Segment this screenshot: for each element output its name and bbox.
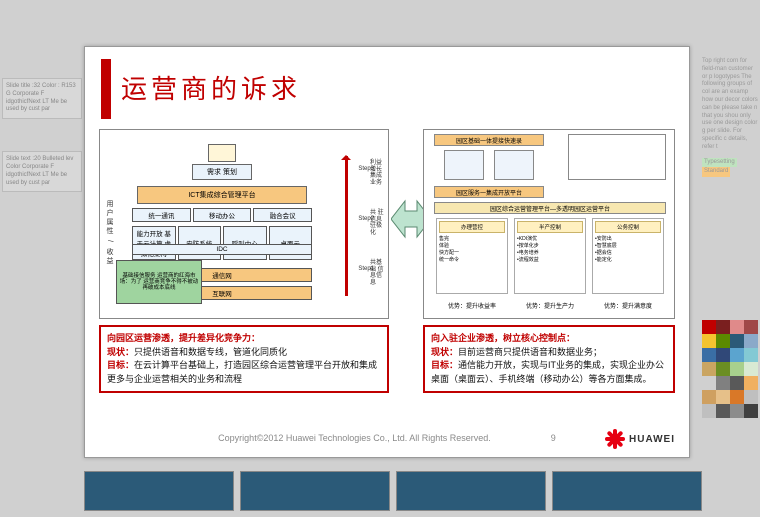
step-side-text: 共基础 信息信息 xyxy=(370,260,386,286)
pyramid-cell: 统一通讯 xyxy=(132,208,191,222)
platform-bar xyxy=(494,150,534,180)
guide-note-2: Slide text :20 Bulleted lev Color Corpor… xyxy=(2,151,82,192)
platform-diagram: 园区基础一体提接快速录园区服务一集成开放平台园区综合运营管理平台—多透明园区运营… xyxy=(423,129,675,319)
color-swatch[interactable] xyxy=(744,362,758,376)
color-swatch[interactable] xyxy=(744,348,758,362)
platform-bar: 园区综合运营管理平台—多透明园区运营平台 xyxy=(434,202,666,214)
guide-note-1: Slide title :32 Color : R153 G Corporate… xyxy=(2,78,82,119)
color-swatch[interactable] xyxy=(730,376,744,390)
pyramid-layer: 需求 策划 xyxy=(192,164,252,180)
slide-footer: Copyright©2012 Huawei Technologies Co., … xyxy=(85,425,689,451)
pyramid-diagram: 用户属性 / 收益 需求 策划ICT集成综合管理平台统一通讯移动办公融合会议能力… xyxy=(99,129,389,319)
step-arrow xyxy=(342,156,352,296)
color-swatch[interactable] xyxy=(716,376,730,390)
platform-bar: 园区基础一体提接快速录 xyxy=(434,134,544,146)
step-side-text: 共 驻信息 驻极化 xyxy=(370,210,386,236)
pyramid-cell: 融合会议 xyxy=(253,208,312,222)
left-column: 用户属性 / 收益 需求 策划ICT集成综合管理平台统一通讯移动办公融合会议能力… xyxy=(99,129,389,393)
slide-thumb[interactable] xyxy=(396,471,546,511)
color-swatch[interactable] xyxy=(744,320,758,334)
chip-standard: Standard xyxy=(702,167,730,177)
color-swatch[interactable] xyxy=(730,334,744,348)
color-swatch[interactable] xyxy=(716,320,730,334)
guide-text: Top right corn for field-man customer or… xyxy=(702,58,758,152)
pyramid-layer: ICT集成综合管理平台 xyxy=(137,186,307,204)
slide-thumb[interactable] xyxy=(84,471,234,511)
color-swatch[interactable] xyxy=(702,390,716,404)
huawei-logo-text: HUAWEI xyxy=(629,434,675,445)
color-swatch[interactable] xyxy=(716,334,730,348)
right-guide: Top right corn for field-man customer or… xyxy=(702,58,758,177)
platform-bar xyxy=(444,150,484,180)
color-swatch[interactable] xyxy=(744,334,758,348)
color-swatch[interactable] xyxy=(716,390,730,404)
thumbnail-strip xyxy=(84,471,702,511)
pyramid-layer xyxy=(208,144,236,162)
platform-col-foot: 优势：提升生产力 xyxy=(514,298,586,312)
chip-typesetting: Typesetting xyxy=(702,158,737,168)
callout-right: 向入驻企业渗透，树立核心控制点： 现状：目前运营商只提供语音和数据业务； 目标：… xyxy=(423,325,675,393)
color-swatch[interactable] xyxy=(702,348,716,362)
platform-col-foot: 优势：提升满意度 xyxy=(592,298,664,312)
color-swatch[interactable] xyxy=(730,404,744,418)
color-swatch[interactable] xyxy=(744,376,758,390)
color-swatch[interactable] xyxy=(702,320,716,334)
left-guide-notes: Slide title :32 Color : R153 G Corporate… xyxy=(2,78,82,224)
huawei-petals-icon xyxy=(605,429,625,449)
color-swatch[interactable] xyxy=(730,348,744,362)
color-swatch[interactable] xyxy=(702,376,716,390)
callout-right-heading: 向入驻企业渗透，树立核心控制点： xyxy=(431,332,667,346)
right-column: 园区基础一体提接快速录园区服务一集成开放平台园区综合运营管理平台—多透明园区运营… xyxy=(423,129,675,393)
color-swatch[interactable] xyxy=(716,362,730,376)
pyramid-green-box: 基础接信服务 运营商的红海市场：为了 运营商竞争不得不被动 再破成本底线 xyxy=(116,260,202,304)
platform-bar xyxy=(568,134,666,180)
callout-left-heading: 向园区运营渗透，提升差异化竞争力： xyxy=(107,332,381,346)
slide-thumb[interactable] xyxy=(552,471,702,511)
callout-left: 向园区运营渗透，提升差异化竞争力： 现状：只提供语音和数据专线，管道化同质化 目… xyxy=(99,325,389,393)
platform-column: 公务控制•安防出 •智慧底层 •据会信 •能定化 xyxy=(592,218,664,294)
color-swatch[interactable] xyxy=(730,320,744,334)
huawei-logo: HUAWEI xyxy=(605,429,675,449)
copyright-text: Copyright©2012 Huawei Technologies Co., … xyxy=(218,433,491,443)
slide[interactable]: 运营商的诉求 用户属性 / 收益 需求 策划 ICT集成综合管理平台统一通讯移动办… xyxy=(84,46,690,458)
pyramid-cell: 移动办公 xyxy=(193,208,252,222)
color-swatch[interactable] xyxy=(702,362,716,376)
color-swatch[interactable] xyxy=(744,404,758,418)
editor-stage: Slide title :32 Color : R153 G Corporate… xyxy=(0,0,760,517)
slide-body: 用户属性 / 收益 需求 策划ICT集成综合管理平台统一通讯移动办公融合会议能力… xyxy=(99,129,675,417)
pyramid-cell: IDC xyxy=(132,244,312,255)
page-number: 9 xyxy=(551,433,556,443)
step-side-text: 利益增长 集成业务 xyxy=(370,160,386,186)
platform-bar: 园区服务一集成开放平台 xyxy=(434,186,544,198)
color-swatch[interactable] xyxy=(744,390,758,404)
color-swatch[interactable] xyxy=(730,390,744,404)
slide-thumb[interactable] xyxy=(240,471,390,511)
color-swatch[interactable] xyxy=(702,404,716,418)
color-swatches xyxy=(702,320,758,418)
pyramid-left-axis: 用户属性 / 收益 xyxy=(104,200,114,266)
color-swatch[interactable] xyxy=(730,362,744,376)
color-swatch[interactable] xyxy=(716,404,730,418)
slide-title: 运营商的诉求 xyxy=(121,69,301,106)
platform-column: 半产控制•KDI演优 •按单化步 •电务培养 •流程效益 xyxy=(514,218,586,294)
color-swatch[interactable] xyxy=(716,348,730,362)
platform-col-foot: 优势：提升收益率 xyxy=(436,298,508,312)
title-accent-bar xyxy=(101,59,111,119)
platform-column: 办理营控售完 体验 快方配一 统一命令 xyxy=(436,218,508,294)
color-swatch[interactable] xyxy=(702,334,716,348)
